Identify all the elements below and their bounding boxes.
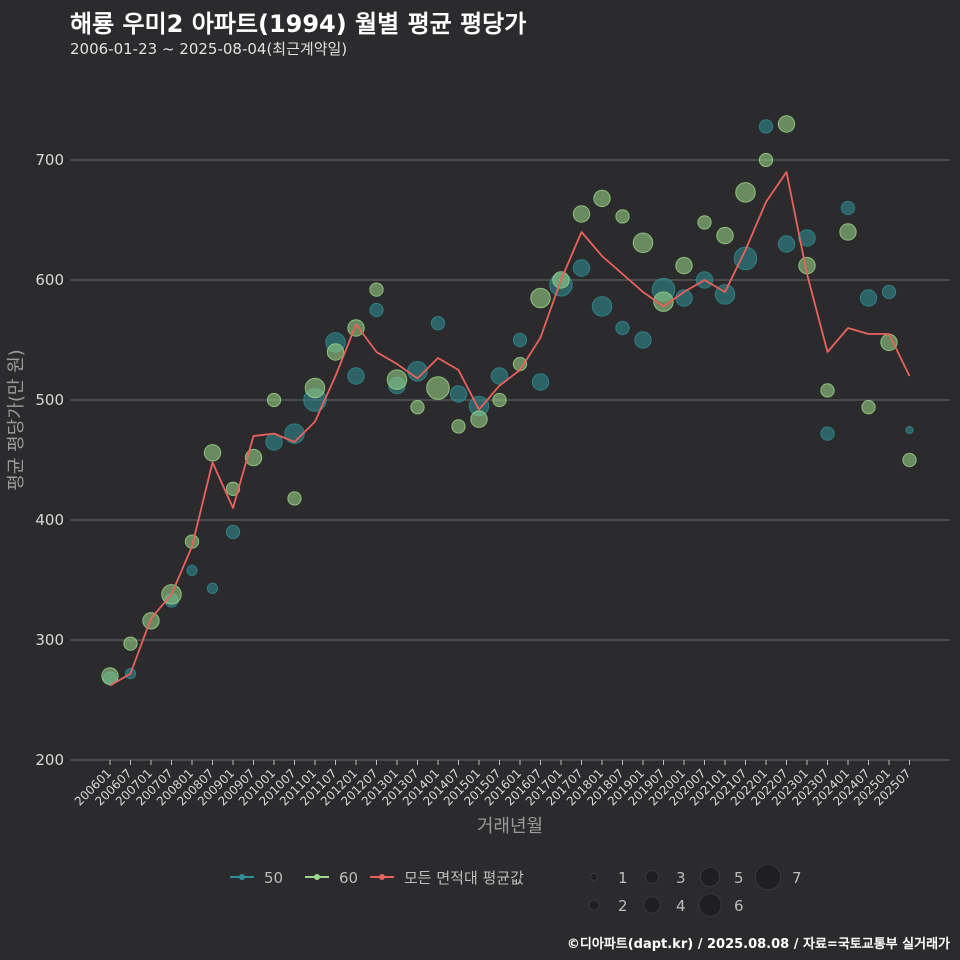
y-tick-label: 200	[35, 751, 64, 769]
point-series-50	[284, 423, 305, 444]
y-tick-label: 500	[35, 391, 64, 409]
point-series-60	[386, 369, 408, 390]
point-series-50	[840, 200, 856, 216]
legend-label: 모든 면적대 평균값	[404, 869, 524, 887]
point-series-60	[347, 319, 365, 337]
legend-key-point	[314, 874, 320, 880]
point-series-60	[675, 256, 693, 275]
y-tick-label: 400	[35, 511, 64, 529]
point-series-50	[369, 302, 384, 318]
point-series-60	[777, 115, 796, 133]
point-series-50	[820, 426, 835, 441]
point-series-50	[615, 320, 630, 336]
point-series-50	[490, 367, 509, 385]
x-tick-labels: 2006012006072007012007072008012008072009…	[72, 760, 914, 809]
legend-size-key	[754, 863, 782, 891]
legend-size-key	[698, 893, 722, 917]
y-axis-title: 평균 평당가(만 원)	[6, 349, 27, 490]
point-series-60	[492, 392, 507, 408]
point-series-60	[880, 333, 898, 352]
point-series-60	[225, 481, 241, 496]
legend-size-label: 6	[734, 897, 744, 915]
legend-size-key	[589, 872, 599, 882]
point-series-60	[266, 392, 282, 408]
point-series-50	[347, 367, 365, 385]
point-series-60	[758, 152, 774, 168]
legend-key-point	[239, 874, 245, 880]
legend-size-key	[644, 869, 660, 885]
point-series-50	[572, 259, 591, 277]
grid-lines	[70, 159, 950, 761]
y-tick-labels: 200 300 400 500 600 700	[35, 151, 64, 769]
point-series-60	[902, 452, 917, 468]
point-series-60	[572, 205, 591, 223]
average-line-layer	[109, 171, 911, 687]
point-series-60	[861, 400, 876, 415]
point-series-50	[733, 246, 758, 271]
point-series-60	[839, 223, 857, 241]
point-series-50	[591, 296, 613, 317]
footer-source: ©디아파트(dapt.kr) / 2025.08.08 / 자료=국토교통부 실…	[566, 937, 950, 952]
point-series-60	[470, 410, 488, 428]
point-series-60	[451, 419, 466, 434]
point-series-50	[225, 524, 241, 540]
point-series-60	[101, 667, 119, 685]
legend-size-key	[699, 866, 721, 888]
point-series-50	[634, 331, 652, 349]
point-series-50	[430, 316, 446, 331]
legend-size-label: 1	[618, 869, 628, 887]
chart-subtitle: 2006-01-23 ~ 2025-08-04(최근계약일)	[70, 40, 348, 58]
legend-label: 50	[264, 869, 283, 887]
chart-title: 해룡 우미2 아파트(1994) 월별 평균 평당가	[70, 10, 527, 38]
point-series-50	[512, 332, 528, 348]
y-tick-label: 600	[35, 271, 64, 289]
legend-size-label: 2	[618, 897, 628, 915]
point-series-50	[859, 289, 878, 307]
legend-size-label: 3	[676, 869, 686, 887]
y-tick-label: 300	[35, 631, 64, 649]
point-series-60	[632, 232, 654, 254]
point-series-50	[905, 425, 914, 435]
point-series-60	[530, 287, 551, 309]
point-series-50	[186, 564, 198, 577]
point-series-50	[206, 582, 219, 595]
legend: 50 60 모든 면적대 평균값 1 2 3 4 5 6 7	[230, 863, 802, 917]
legend-size-label: 4	[676, 897, 686, 915]
point-series-50	[881, 284, 897, 300]
point-series-50	[798, 229, 816, 247]
legend-size-label: 7	[792, 869, 802, 887]
point-series-60	[426, 376, 450, 400]
legend-key-point	[379, 874, 385, 880]
point-series-50	[531, 373, 550, 391]
point-series-50	[777, 235, 796, 253]
legend-size-label: 5	[734, 869, 744, 887]
point-series-60	[304, 377, 326, 399]
point-series-60	[716, 226, 734, 245]
point-series-60	[735, 182, 756, 203]
point-series-50	[758, 119, 774, 134]
average-line	[109, 171, 911, 687]
point-series-60	[697, 215, 712, 230]
point-series-60	[326, 343, 345, 361]
point-series-60	[203, 444, 222, 462]
point-series-60	[820, 383, 835, 398]
point-series-60	[123, 636, 138, 651]
point-series-60	[615, 209, 630, 224]
scatter-points	[101, 115, 917, 686]
point-series-60	[287, 491, 302, 506]
point-series-60	[369, 282, 384, 297]
legend-label: 60	[339, 869, 358, 887]
y-tick-label: 700	[35, 151, 64, 169]
point-series-60	[410, 400, 425, 415]
legend-size-key	[588, 899, 600, 911]
point-series-60	[653, 291, 674, 312]
x-axis-title: 거래년월	[477, 816, 543, 837]
legend-size-key	[643, 896, 661, 914]
point-series-60	[593, 189, 611, 208]
point-series-50	[449, 385, 468, 403]
